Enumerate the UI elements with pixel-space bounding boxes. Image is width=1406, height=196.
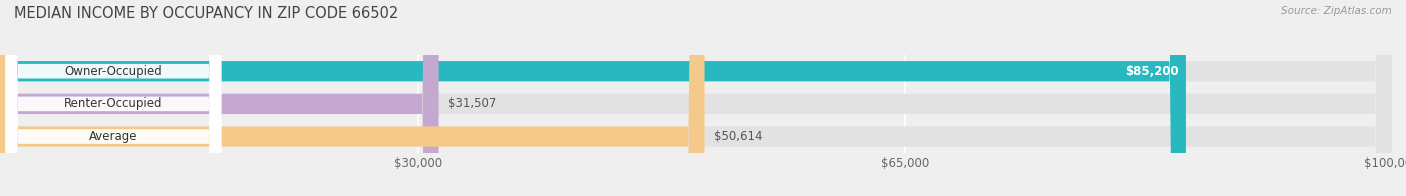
Text: Source: ZipAtlas.com: Source: ZipAtlas.com <box>1281 6 1392 16</box>
Text: Renter-Occupied: Renter-Occupied <box>65 97 163 110</box>
FancyBboxPatch shape <box>0 0 704 196</box>
Text: $85,200: $85,200 <box>1125 65 1180 78</box>
FancyBboxPatch shape <box>6 0 221 196</box>
Text: Average: Average <box>89 130 138 143</box>
FancyBboxPatch shape <box>0 0 1185 196</box>
FancyBboxPatch shape <box>0 0 439 196</box>
FancyBboxPatch shape <box>6 0 221 196</box>
Text: Owner-Occupied: Owner-Occupied <box>65 65 162 78</box>
Text: $31,507: $31,507 <box>449 97 496 110</box>
Text: MEDIAN INCOME BY OCCUPANCY IN ZIP CODE 66502: MEDIAN INCOME BY OCCUPANCY IN ZIP CODE 6… <box>14 6 398 21</box>
FancyBboxPatch shape <box>6 0 221 196</box>
Text: $50,614: $50,614 <box>714 130 763 143</box>
